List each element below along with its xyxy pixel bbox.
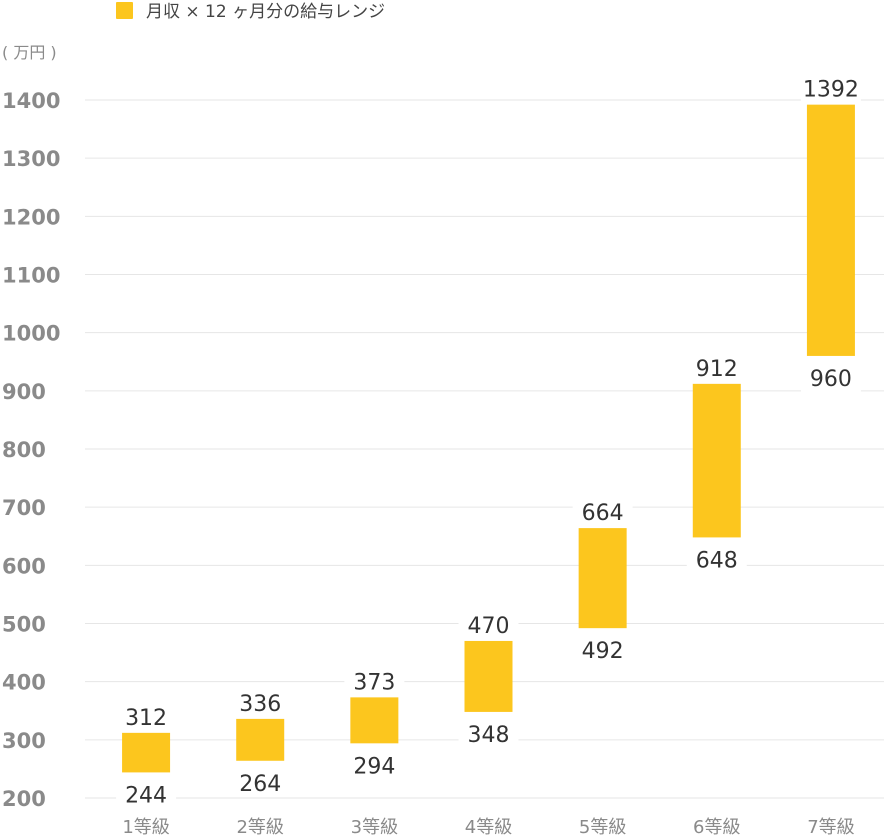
x-tick-label: 7等級 (807, 817, 854, 838)
y-tick-label: 1400 (2, 89, 60, 113)
label-background (458, 717, 519, 748)
x-tick-label: 5等級 (579, 817, 626, 838)
low-value-label: 294 (353, 754, 395, 779)
y-tick-label: 1000 (2, 322, 60, 346)
gridlines (85, 99, 884, 799)
x-tick-label: 6等級 (693, 817, 740, 838)
low-value-label: 264 (239, 772, 281, 797)
range-bar (122, 732, 171, 773)
legend: 月収 × 12 ヶ月分の給与レンジ (116, 2, 385, 22)
label-background (116, 778, 177, 809)
range-bar (464, 640, 513, 712)
y-tick-label: 900 (2, 380, 46, 404)
range-bar (806, 104, 855, 356)
y-tick-label: 800 (2, 438, 46, 462)
x-axis-ticks: 1等級 2等級 3等級 4等級 5等級 6等級 7等級 (122, 817, 854, 838)
x-tick-label: 3等級 (351, 817, 398, 838)
high-value-label: 336 (239, 692, 281, 717)
low-value-label: 960 (810, 367, 852, 392)
low-value-label: 244 (125, 783, 167, 808)
x-tick-label: 1等級 (122, 817, 169, 838)
range-bar (578, 528, 627, 629)
range-bar (236, 718, 285, 761)
low-value-label: 348 (468, 723, 510, 748)
high-value-label: 470 (468, 614, 510, 639)
y-tick-label: 500 (2, 613, 46, 637)
y-tick-label: 400 (2, 671, 46, 695)
low-value-label: 648 (696, 548, 738, 573)
high-value-label: 373 (353, 670, 395, 695)
y-tick-label: 1300 (2, 147, 60, 171)
y-axis-ticks: 200 300 400 500 600 700 800 900 1000 1100 1200 1300… (2, 89, 60, 811)
range-bar (350, 697, 399, 744)
y-tick-label: 1200 (2, 205, 60, 229)
label-background (344, 665, 405, 696)
high-value-label: 1392 (803, 78, 859, 103)
range-bars (122, 104, 855, 773)
high-value-label: 312 (125, 706, 167, 731)
label-background (572, 634, 633, 665)
y-tick-label: 1100 (2, 264, 60, 288)
data-labels: 312 244 336 264 373 294 470 348 664 492 912 648 1392… (116, 72, 861, 809)
label-background (572, 496, 633, 527)
label-background (686, 351, 747, 382)
label-background (800, 361, 861, 392)
label-background (458, 608, 519, 639)
y-tick-label: 300 (2, 729, 46, 753)
low-value-label: 492 (582, 639, 624, 664)
y-axis-unit-label: ( 万円 ) (2, 43, 57, 62)
label-background (800, 72, 861, 103)
legend-swatch (116, 2, 133, 19)
label-background (116, 700, 177, 731)
x-tick-label: 2等級 (236, 817, 283, 838)
range-bar (692, 383, 741, 538)
legend-label: 月収 × 12 ヶ月分の給与レンジ (146, 2, 385, 22)
label-background (344, 749, 405, 780)
label-background (230, 766, 291, 797)
label-background (686, 543, 747, 574)
label-background (230, 686, 291, 717)
y-tick-label: 600 (2, 554, 46, 578)
y-tick-label: 700 (2, 496, 46, 520)
x-tick-label: 4等級 (465, 817, 512, 838)
y-tick-label: 200 (2, 787, 46, 811)
high-value-label: 912 (696, 357, 738, 382)
high-value-label: 664 (582, 501, 624, 526)
